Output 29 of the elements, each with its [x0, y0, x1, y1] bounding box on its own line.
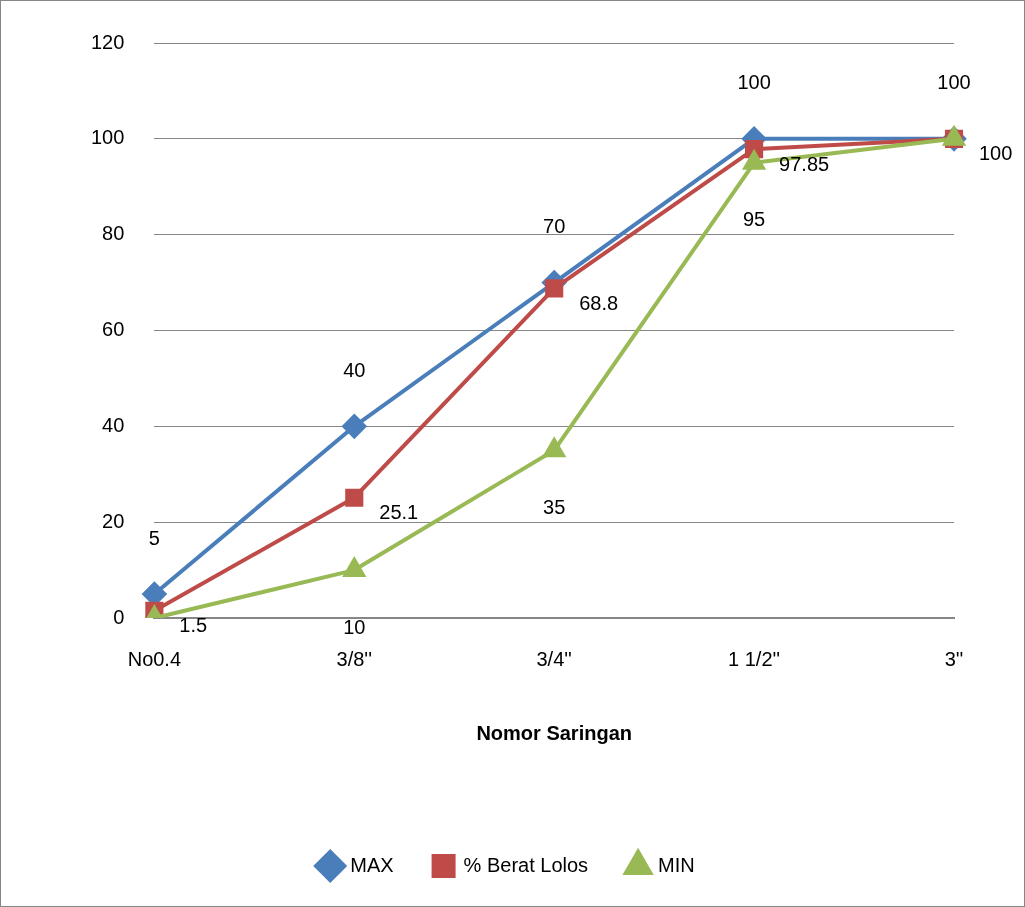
data-label: 95: [742, 208, 766, 231]
x-axis-title: Nomor Saringan: [476, 721, 632, 744]
data-label: 25.1: [379, 501, 419, 524]
y-tick-label: 120: [90, 30, 125, 53]
data-label: 35: [543, 495, 566, 518]
y-tick-label: 0: [113, 605, 125, 628]
data-label: 68.8: [579, 291, 619, 314]
y-tick-label: 60: [102, 318, 125, 341]
data-label: 97.85: [779, 152, 830, 175]
data-label: 10: [343, 615, 366, 638]
y-tick-label: 20: [102, 509, 125, 532]
y-tick-label: 40: [102, 413, 125, 436]
data-label: 5: [148, 526, 160, 549]
data-label: 100: [937, 71, 971, 94]
x-tick-label: 3/8'': [336, 647, 372, 670]
data-label: 100: [737, 71, 771, 94]
legend-label: % Berat Lolos: [463, 853, 589, 876]
y-tick-label: 80: [102, 222, 125, 245]
legend-label: MIN: [658, 853, 695, 876]
legend-label: MAX: [350, 853, 394, 876]
data-label: 1.5: [179, 614, 208, 637]
y-tick-label: 100: [90, 126, 125, 149]
x-tick-label: 3'': [944, 647, 964, 670]
data-label: 100: [979, 142, 1013, 165]
x-tick-label: No0.4: [127, 647, 182, 670]
data-label: 70: [543, 215, 566, 238]
data-label: 40: [343, 358, 366, 381]
x-tick-label: 1 1/2'': [728, 647, 781, 670]
x-tick-label: 3/4'': [536, 647, 572, 670]
